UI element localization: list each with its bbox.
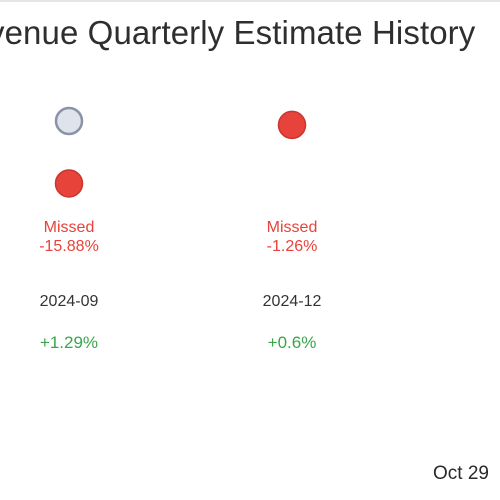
estimate-change-label: +0.6% bbox=[268, 333, 317, 352]
period-label: 2024-09 bbox=[40, 293, 99, 310]
period-label: 2024-12 bbox=[263, 293, 322, 310]
surprise-percent-label: -1.26% bbox=[267, 238, 318, 255]
actual-marker bbox=[54, 169, 84, 198]
estimate-change-label: +1.29% bbox=[40, 333, 98, 352]
actual-marker bbox=[277, 110, 307, 140]
top-divider bbox=[0, 0, 500, 2]
estimate-marker bbox=[54, 106, 84, 136]
surprise-percent-label: -15.88% bbox=[39, 238, 99, 255]
chart-title: venue Quarterly Estimate History bbox=[0, 14, 476, 51]
result-status-label: Missed bbox=[44, 219, 95, 236]
footer-date: Oct 29 bbox=[433, 463, 489, 484]
result-status-label: Missed bbox=[267, 219, 318, 236]
